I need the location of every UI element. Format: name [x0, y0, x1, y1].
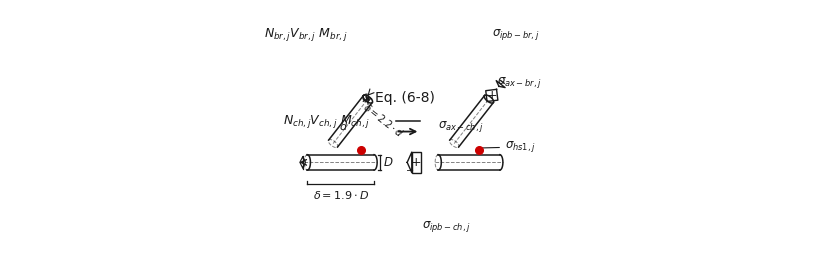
Text: $\sigma_{ipb-br,j}$: $\sigma_{ipb-br,j}$ — [491, 27, 539, 42]
Text: $N_{br,j}V_{br,j}$ $M_{br,j}$: $N_{br,j}V_{br,j}$ $M_{br,j}$ — [264, 26, 347, 43]
Text: $\sigma_{ax-ch,j}$: $\sigma_{ax-ch,j}$ — [437, 119, 483, 134]
Text: $\sigma_{ax-br,j}$: $\sigma_{ax-br,j}$ — [496, 75, 541, 90]
Text: $\sigma_{ipb-ch,j}$: $\sigma_{ipb-ch,j}$ — [422, 219, 470, 234]
Text: $d$: $d$ — [338, 120, 347, 132]
Text: $D$: $D$ — [382, 156, 393, 169]
Text: +: + — [410, 156, 421, 169]
Text: $-$: $-$ — [405, 164, 414, 174]
Text: $\sigma_{hs1,j}$: $\sigma_{hs1,j}$ — [482, 140, 535, 155]
Text: $N_{ch,j}V_{ch,j}$ $M_{ch,j}$: $N_{ch,j}V_{ch,j}$ $M_{ch,j}$ — [283, 113, 369, 130]
Text: Eq. (6-8): Eq. (6-8) — [374, 91, 434, 105]
Text: $\delta = 1.9 \cdot D$: $\delta = 1.9 \cdot D$ — [312, 189, 369, 201]
Text: +: + — [486, 89, 496, 102]
Bar — [411, 152, 420, 173]
Text: $\delta = 2.2 \cdot d$: $\delta = 2.2 \cdot d$ — [361, 100, 406, 139]
